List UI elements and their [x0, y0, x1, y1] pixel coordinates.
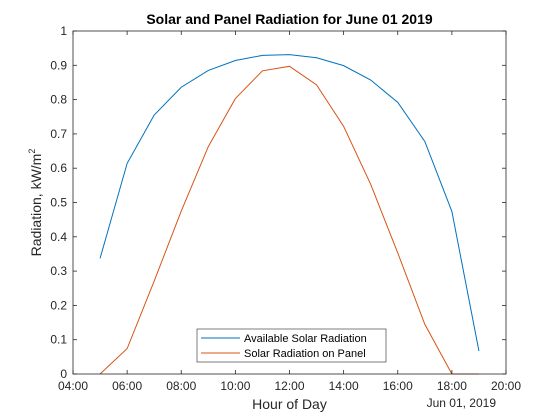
y-axis-label-superscript: 2: [27, 149, 37, 154]
y-tick-label: 0.9: [50, 58, 67, 72]
y-tick-label: 0.3: [50, 264, 67, 278]
x-date-label: Jun 01, 2019: [427, 396, 497, 410]
x-tick-label: 14:00: [329, 379, 359, 393]
legend-box: [196, 328, 387, 363]
x-tick-label: 18:00: [437, 379, 467, 393]
x-tick-label: 08:00: [166, 379, 196, 393]
series-line-1: [99, 65, 479, 375]
x-tick-label: 16:00: [383, 379, 413, 393]
y-tick-label: 0.8: [50, 93, 67, 107]
series-layer: [99, 54, 480, 375]
y-tick-label: 0.7: [50, 127, 67, 141]
chart-title: Solar and Panel Radiation for June 01 20…: [146, 11, 433, 27]
y-axis-label-group: Radiation, kW/m2: [27, 149, 44, 257]
y-tick-label: 0: [60, 367, 67, 381]
plot-area-background: [73, 31, 506, 374]
x-tick-label: 12:00: [274, 379, 304, 393]
series-line-0: [99, 54, 480, 352]
y-tick-label: 0.2: [50, 298, 67, 312]
y-tick-label: 0.6: [50, 161, 67, 175]
ticks-layer: 04:00 06:00 08:00 10:00 12:00 14:00 16:00 18:00…: [50, 24, 521, 393]
x-tick-label: 10:00: [220, 379, 250, 393]
y-axis-label: Radiation, kW/m2: [27, 149, 44, 257]
legend-label-available: Available Solar Radiation: [244, 333, 367, 345]
x-axis-label: Hour of Day: [252, 396, 327, 412]
legend-label-panel: Solar Radiation on Panel: [244, 348, 366, 360]
y-tick-label: 0.4: [50, 230, 67, 244]
y-tick-label: 1: [60, 24, 67, 38]
x-tick-label: 20:00: [491, 379, 521, 393]
x-tick-label: 06:00: [112, 379, 142, 393]
x-tick-label: 04:00: [58, 379, 88, 393]
y-tick-label: 0.5: [50, 196, 67, 210]
y-tick-label: 0.1: [50, 333, 67, 347]
legend: Available Solar Radiation Solar Radiatio…: [196, 328, 387, 363]
